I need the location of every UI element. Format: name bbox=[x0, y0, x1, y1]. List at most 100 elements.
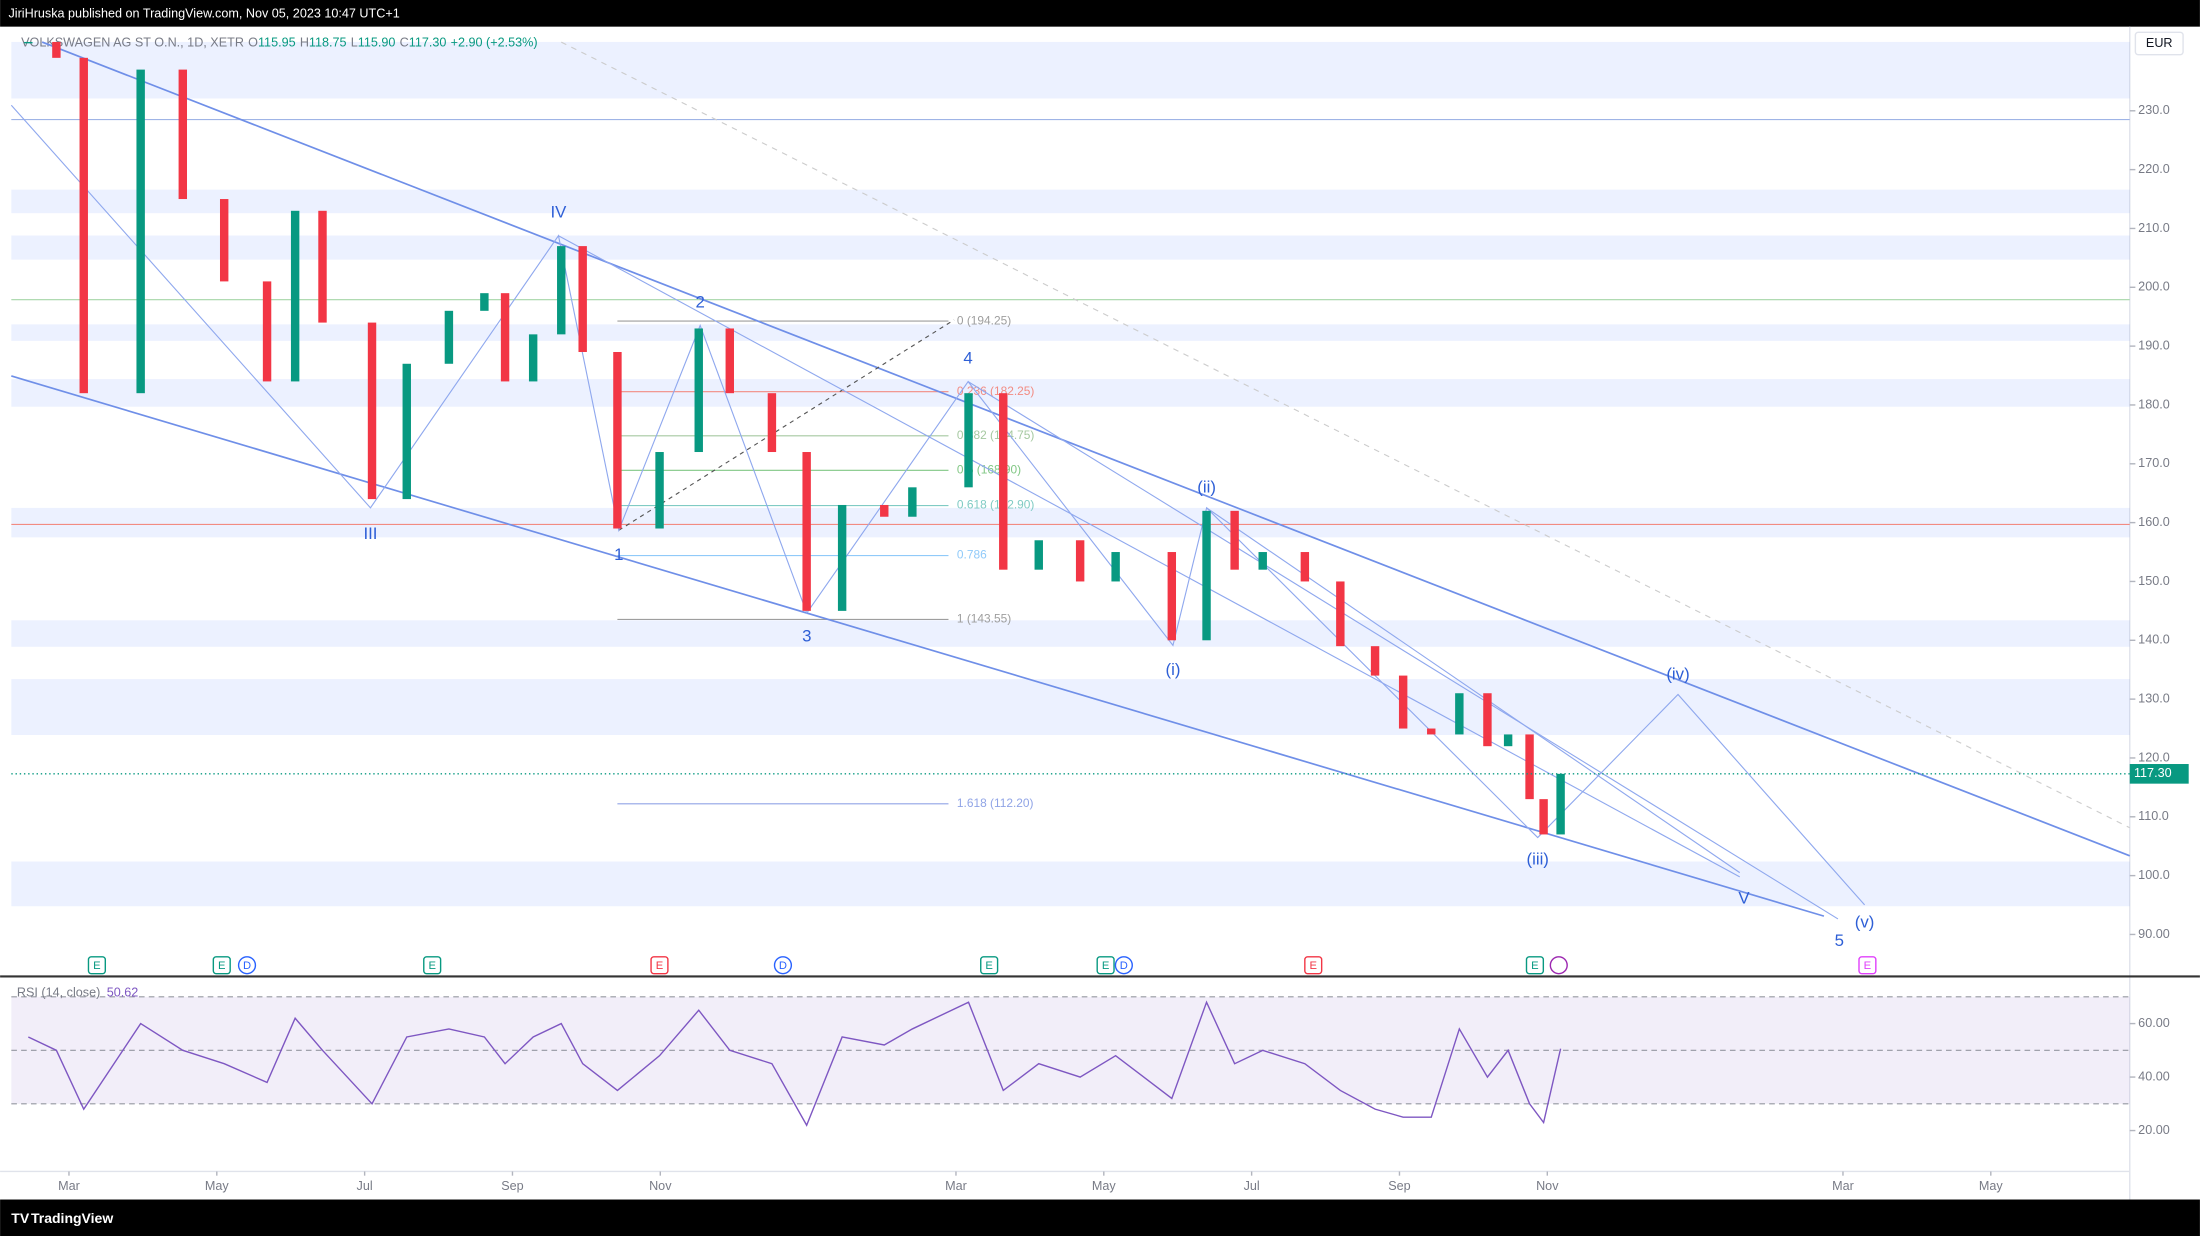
ohlc-value: 118.75 bbox=[309, 36, 347, 50]
candle bbox=[767, 393, 777, 453]
candle bbox=[725, 328, 734, 394]
currency[interactable]: EUR bbox=[2146, 36, 2173, 50]
event-icon bbox=[423, 956, 442, 975]
x-tick-label: May bbox=[205, 1179, 230, 1193]
candle bbox=[1398, 675, 1408, 729]
fib-label: 0.618 (162.90) bbox=[957, 498, 1034, 512]
event-icon bbox=[1858, 956, 1877, 975]
wave-label: (iii) bbox=[1527, 849, 1549, 868]
candle bbox=[1370, 646, 1380, 676]
rsi-title: RSI (14, close) bbox=[17, 986, 100, 1000]
candle bbox=[219, 199, 229, 282]
price-tag-label: 117.30 bbox=[2134, 766, 2172, 780]
event-icon bbox=[1525, 956, 1545, 975]
event-label: E bbox=[1310, 960, 1317, 972]
candle bbox=[1111, 552, 1120, 582]
candle bbox=[24, 41, 33, 44]
dividend-icon bbox=[1549, 956, 1568, 975]
event-label: E bbox=[1102, 960, 1109, 972]
y-tick-label: 170.0 bbox=[2138, 456, 2170, 470]
x-tick-label: Sep bbox=[501, 1179, 523, 1193]
event-icon bbox=[237, 956, 257, 975]
rsi-tick-label: 60.00 bbox=[2138, 1016, 2170, 1030]
y-tick-label: 140.0 bbox=[2138, 633, 2170, 647]
candle bbox=[444, 310, 454, 364]
x-tick-label: May bbox=[1092, 1179, 1117, 1193]
ohlc-key: L bbox=[351, 36, 358, 50]
fib-label: 1.618 (112.20) bbox=[957, 796, 1034, 810]
candle bbox=[528, 334, 538, 382]
wave-label: 3 bbox=[802, 626, 811, 645]
symbol-info: VOLKSWAGEN AG ST O.N., 1D, XETR O115.95 H1… bbox=[21, 36, 537, 50]
candle bbox=[908, 487, 917, 517]
zone bbox=[11, 507, 2130, 538]
candle bbox=[1034, 540, 1043, 570]
candle bbox=[500, 293, 510, 382]
event-label: E bbox=[1531, 960, 1538, 972]
trend-line bbox=[41, 41, 2131, 857]
candle bbox=[694, 328, 703, 453]
chart-layer: VOLKSWAGEN AG ST O.N., 1D, XETR O115.95 H1… bbox=[10, 36, 2189, 1193]
event-icon bbox=[650, 956, 669, 975]
zone bbox=[11, 189, 2130, 214]
rsi-value: 50.62 bbox=[107, 986, 139, 1000]
wave-label: 5 bbox=[1835, 931, 1844, 950]
x-tick-label: Jul bbox=[1244, 1179, 1260, 1193]
ohlc-key: O bbox=[248, 36, 258, 50]
wave-label: 4 bbox=[963, 349, 972, 368]
candle bbox=[402, 363, 411, 500]
trend-line bbox=[11, 375, 1825, 917]
candle bbox=[480, 293, 489, 311]
rsi-tick-label: 40.00 bbox=[2138, 1069, 2170, 1083]
event-icon bbox=[1304, 956, 1323, 975]
candle bbox=[802, 452, 811, 611]
event-label: D bbox=[1120, 960, 1128, 972]
x-tick-label: Nov bbox=[649, 1179, 672, 1193]
trend-line bbox=[1206, 507, 1741, 874]
zone bbox=[11, 324, 2130, 341]
trend-line bbox=[561, 41, 2131, 829]
zone bbox=[11, 620, 2130, 647]
zone bbox=[11, 679, 2130, 736]
candle bbox=[1202, 510, 1211, 641]
candle bbox=[367, 322, 377, 500]
y-tick-label: 180.0 bbox=[2138, 397, 2170, 411]
currency-box[interactable] bbox=[2134, 31, 2184, 56]
wave-label: (i) bbox=[1165, 660, 1180, 679]
zone bbox=[11, 861, 2130, 907]
candle bbox=[1525, 734, 1534, 800]
fib-label: 1 (143.55) bbox=[957, 612, 1011, 626]
trend-line bbox=[558, 235, 1741, 878]
event-icon bbox=[1096, 956, 1115, 975]
candle bbox=[837, 504, 847, 611]
candle bbox=[880, 504, 889, 517]
candle bbox=[52, 41, 61, 58]
wave-label: 1 bbox=[614, 545, 623, 564]
ohlc-key: H bbox=[300, 36, 309, 50]
event-icon bbox=[773, 956, 793, 975]
event-icon bbox=[87, 956, 107, 975]
x-tick-label: Mar bbox=[58, 1179, 80, 1193]
zone bbox=[11, 235, 2130, 260]
wave-label: III bbox=[363, 524, 377, 543]
candle bbox=[655, 452, 664, 529]
bottom-bar bbox=[0, 1199, 2200, 1236]
event-label: D bbox=[779, 960, 787, 972]
candle bbox=[1556, 773, 1565, 835]
candle bbox=[1503, 734, 1513, 747]
candle bbox=[964, 393, 973, 488]
x-tick-label: Sep bbox=[1388, 1179, 1410, 1193]
background-layer bbox=[11, 41, 2130, 1105]
brand: TradingView bbox=[31, 1210, 113, 1226]
y-tick-label: 120.0 bbox=[2138, 750, 2170, 764]
x-tick-label: Mar bbox=[945, 1179, 967, 1193]
wave-label: V bbox=[1738, 889, 1750, 908]
candle bbox=[1427, 728, 1436, 735]
change: +2.90 (+2.53%) bbox=[451, 36, 538, 50]
x-tick-label: May bbox=[1979, 1179, 2004, 1193]
y-tick-label: 130.0 bbox=[2138, 691, 2170, 705]
candle bbox=[1336, 581, 1345, 647]
x-tick-label: Mar bbox=[1832, 1179, 1854, 1193]
ohlc-value: 117.30 bbox=[409, 36, 447, 50]
candle bbox=[578, 246, 587, 353]
